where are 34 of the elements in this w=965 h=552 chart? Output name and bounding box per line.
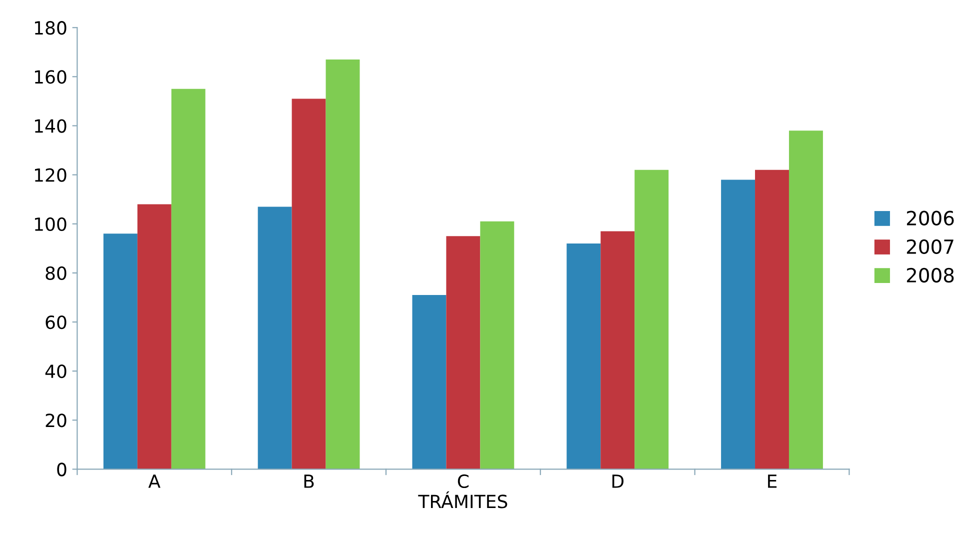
x-axis-title: TRÁMITES (418, 491, 508, 508)
bar (600, 231, 635, 470)
x-tick-label: D (612, 474, 624, 488)
bar (446, 236, 480, 470)
bar (634, 170, 669, 470)
x-tick-label: A (148, 474, 160, 488)
legend-label: 2007 (906, 239, 954, 254)
y-tick-label: 160 (35, 70, 66, 84)
bar (171, 88, 206, 470)
x-tick-label: B (304, 474, 314, 488)
bar (721, 180, 756, 470)
x-tick-label: C (458, 474, 469, 488)
legend-label: 2008 (906, 268, 954, 283)
bar (480, 221, 514, 470)
bar (103, 234, 138, 470)
bar (292, 98, 326, 470)
y-tick-label: 20 (46, 414, 66, 428)
bar (566, 243, 601, 470)
y-tick-label: 140 (35, 119, 66, 133)
bar (755, 170, 789, 470)
x-tick-label: E (768, 474, 777, 488)
y-tick-label: 40 (45, 364, 66, 378)
bar (137, 204, 172, 470)
y-tick-label: 100 (35, 217, 66, 231)
bar (326, 59, 360, 470)
y-tick-label: 180 (35, 21, 66, 35)
y-tick-label: 60 (46, 315, 66, 330)
y-tick-label: 120 (35, 168, 66, 182)
legend-label: 2006 (906, 210, 954, 226)
y-tick-label: 80 (46, 266, 66, 280)
bar (258, 206, 292, 470)
bar (412, 295, 446, 470)
bar (788, 130, 823, 470)
y-tick-label: 0 (57, 462, 66, 476)
